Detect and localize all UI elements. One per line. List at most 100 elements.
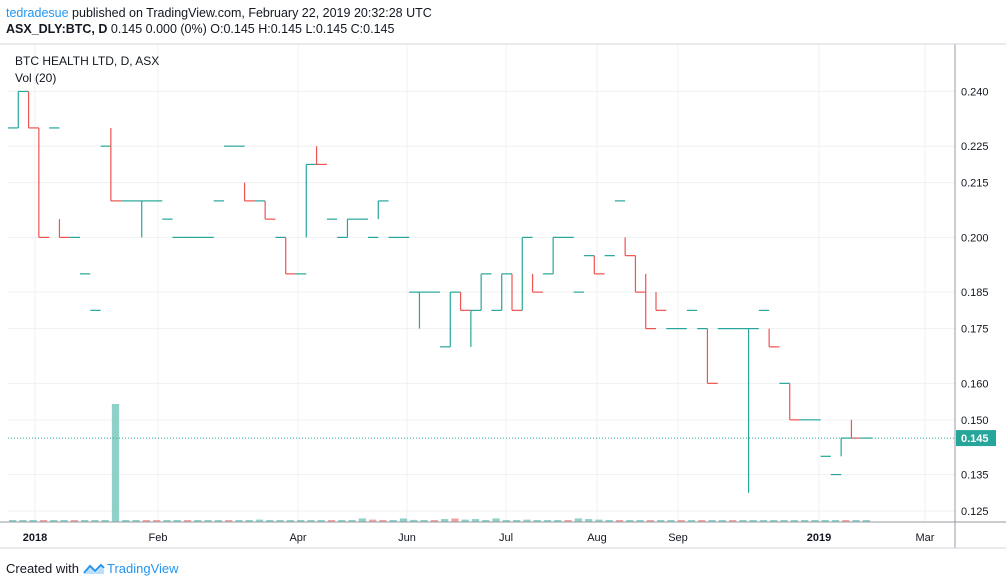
price-bar bbox=[501, 273, 512, 311]
volume-bar bbox=[770, 520, 778, 522]
x-tick-label: Feb bbox=[149, 532, 168, 544]
last-price-label: 0.145 bbox=[961, 433, 989, 445]
volume-bar bbox=[461, 519, 469, 522]
x-tick-label: Apr bbox=[289, 532, 306, 544]
volume-bar bbox=[811, 520, 819, 522]
volume-bar bbox=[307, 520, 315, 522]
volume-bar bbox=[801, 520, 809, 522]
volume-bar bbox=[667, 520, 675, 522]
volume-bar bbox=[327, 520, 336, 522]
volume-bar bbox=[225, 520, 233, 522]
volume-bar bbox=[852, 520, 860, 522]
price-bar bbox=[531, 273, 543, 293]
created-with-text: Created with bbox=[6, 561, 79, 576]
x-tick-label: Aug bbox=[587, 532, 607, 544]
volume-bar bbox=[543, 520, 552, 522]
volume-bar bbox=[81, 520, 89, 522]
price-bar bbox=[634, 255, 646, 293]
volume-bar bbox=[513, 520, 521, 522]
volume-bar bbox=[626, 520, 634, 522]
volume-bar bbox=[204, 520, 212, 522]
price-bar bbox=[243, 182, 255, 202]
volume-bar bbox=[266, 520, 274, 522]
footer: Created with TradingView bbox=[6, 561, 179, 577]
price-bar bbox=[58, 219, 70, 238]
volume-bar bbox=[389, 520, 397, 522]
y-tick-label: 0.215 bbox=[961, 178, 989, 190]
volume-bar bbox=[19, 520, 27, 522]
volume-bar bbox=[749, 520, 757, 522]
price-bar bbox=[27, 91, 39, 129]
volume-bar bbox=[441, 519, 449, 522]
volume-bar bbox=[9, 520, 17, 522]
volume-bar bbox=[677, 520, 685, 522]
volume-bar bbox=[297, 520, 305, 522]
price-bar bbox=[645, 273, 656, 330]
price-bar bbox=[706, 328, 718, 384]
author-link[interactable]: tedradesue bbox=[6, 6, 69, 20]
volume-bar bbox=[708, 520, 716, 522]
last-price-badge bbox=[956, 430, 996, 447]
price-bar bbox=[768, 328, 780, 348]
price-bar bbox=[521, 236, 533, 311]
symbol-label: ASX_DLY:BTC, D bbox=[6, 22, 108, 36]
volume-bar bbox=[60, 520, 68, 522]
x-tick-label: 2018 bbox=[23, 532, 47, 544]
tradingview-brand[interactable]: TradingView bbox=[83, 561, 179, 577]
publish-info: tedradesue published on TradingView.com,… bbox=[6, 5, 432, 21]
volume-bar bbox=[574, 518, 582, 522]
price-bar bbox=[459, 292, 471, 311]
price-bar bbox=[346, 218, 358, 238]
y-tick-label: 0.125 bbox=[961, 506, 989, 518]
volume-bar bbox=[379, 520, 387, 522]
volume-bar bbox=[729, 520, 737, 522]
volume-bar bbox=[430, 520, 438, 522]
volume-bar bbox=[502, 520, 510, 522]
y-tick-label: 0.160 bbox=[961, 378, 989, 390]
price-bar bbox=[850, 419, 862, 439]
y-tick-label: 0.185 bbox=[961, 287, 989, 299]
volume-bar bbox=[698, 520, 706, 522]
publish-text: published on TradingView.com, February 2… bbox=[72, 6, 432, 20]
x-tick-label: Sep bbox=[668, 532, 688, 544]
volume-bar bbox=[132, 520, 140, 522]
volume-bar bbox=[183, 520, 192, 522]
y-tick-label: 0.135 bbox=[961, 470, 989, 482]
volume-bar bbox=[214, 520, 222, 522]
volume-bar bbox=[564, 520, 572, 522]
volume-bar bbox=[842, 520, 850, 522]
price-bar bbox=[17, 90, 29, 128]
volume-bar bbox=[821, 520, 829, 522]
price-series bbox=[8, 90, 872, 493]
price-bar bbox=[449, 291, 461, 347]
volume-bar bbox=[194, 520, 202, 522]
volume-bar bbox=[317, 520, 325, 522]
volume-bar bbox=[471, 519, 480, 522]
volume-bar bbox=[399, 518, 408, 522]
volume-bar bbox=[862, 520, 870, 522]
price-bar bbox=[840, 437, 852, 457]
y-tick-label: 0.225 bbox=[961, 141, 989, 153]
volume-bar bbox=[163, 520, 171, 522]
volume-bar bbox=[523, 519, 531, 522]
volume-bar bbox=[657, 520, 665, 522]
volume-bar bbox=[70, 520, 78, 522]
price-bar bbox=[285, 237, 296, 275]
y-tick-label: 0.175 bbox=[961, 324, 989, 336]
volume-bar bbox=[50, 520, 58, 522]
volume-bar bbox=[111, 404, 120, 522]
volume-bar bbox=[554, 520, 562, 522]
volume-bar bbox=[348, 520, 356, 522]
volume-bar bbox=[235, 520, 243, 522]
volume-bar bbox=[759, 520, 768, 522]
y-tick-label: 0.150 bbox=[961, 415, 989, 427]
y-tick-label: 0.240 bbox=[961, 86, 989, 98]
volume-bar bbox=[122, 520, 130, 522]
price-bar bbox=[141, 200, 152, 238]
volume-bar bbox=[245, 520, 253, 522]
volume-bar bbox=[286, 520, 294, 522]
volume-bar bbox=[101, 520, 109, 522]
price-bar bbox=[747, 328, 759, 493]
volume-bar bbox=[276, 520, 284, 522]
